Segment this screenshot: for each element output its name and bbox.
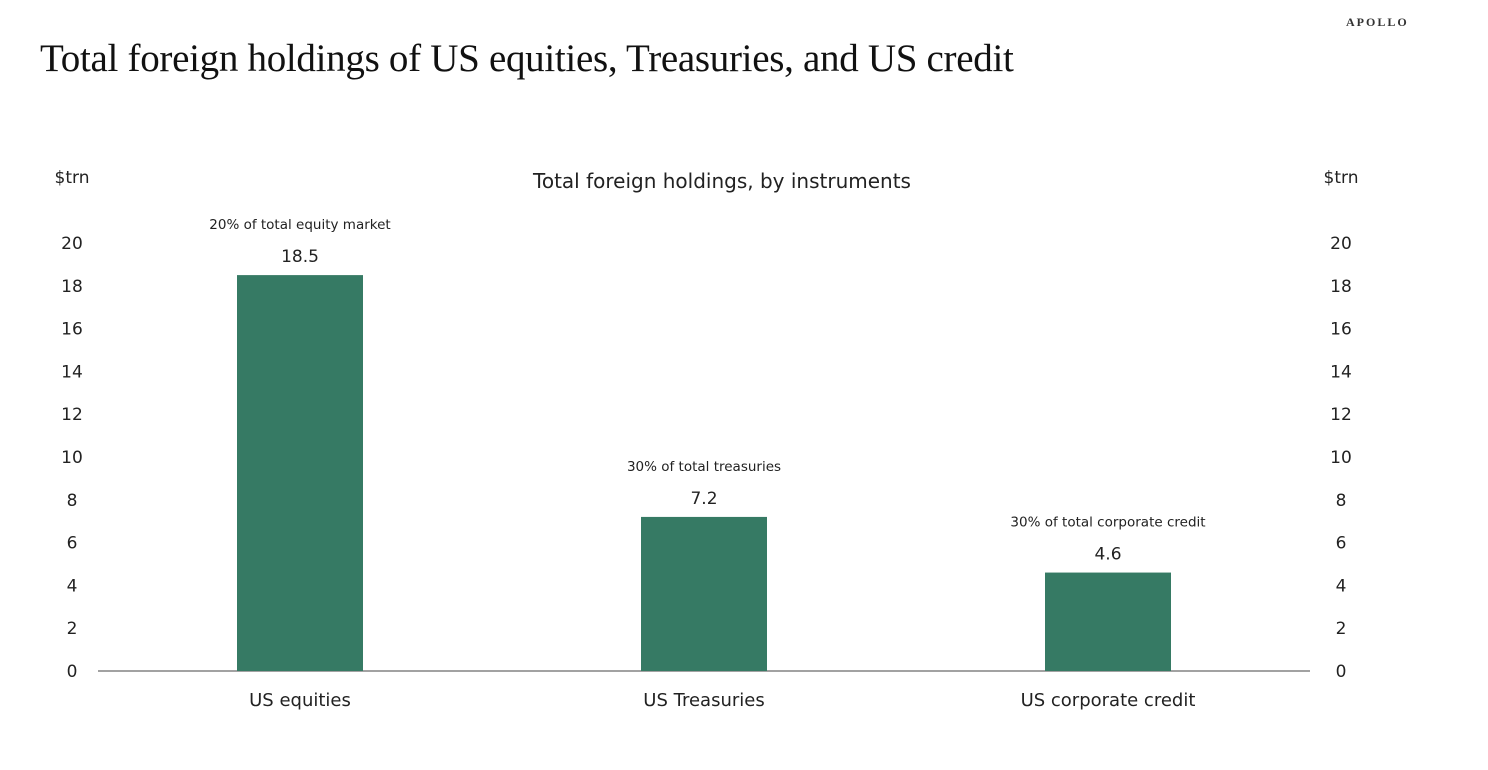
data-label: 18.5 (281, 247, 319, 267)
y-tick-right: 8 (1336, 491, 1347, 511)
y-tick-left: 14 (61, 362, 83, 382)
x-tick-label: US Treasuries (643, 690, 764, 711)
y-tick-left: 0 (67, 662, 78, 682)
bar-annotation: 20% of total equity market (209, 217, 390, 233)
y-tick-right: 16 (1330, 320, 1352, 340)
data-label: 4.6 (1094, 545, 1121, 565)
y-tick-right: 10 (1330, 448, 1352, 468)
data-label: 7.2 (690, 489, 717, 509)
page-title: Total foreign holdings of US equities, T… (40, 37, 1014, 80)
bar (641, 516, 767, 671)
y-axis-label-left: $trn (55, 168, 90, 188)
bar-annotation: 30% of total corporate credit (1010, 515, 1205, 531)
x-tick-label: US equities (249, 690, 351, 711)
y-tick-left: 20 (61, 234, 83, 254)
y-tick-left: 6 (67, 534, 78, 554)
x-tick-label: US corporate credit (1021, 690, 1196, 711)
y-tick-right: 4 (1336, 576, 1347, 596)
y-tick-left: 12 (61, 405, 83, 425)
y-tick-right: 14 (1330, 362, 1352, 382)
y-tick-left: 4 (67, 576, 78, 596)
bar (237, 275, 363, 671)
y-axis-label-right: $trn (1324, 168, 1359, 188)
chart-title: Total foreign holdings, by instruments (532, 169, 911, 193)
y-tick-right: 12 (1330, 405, 1352, 425)
y-tick-left: 2 (67, 619, 78, 639)
bar-annotation: 30% of total treasuries (627, 459, 781, 475)
y-tick-right: 6 (1336, 534, 1347, 554)
y-tick-left: 10 (61, 448, 83, 468)
y-tick-left: 16 (61, 320, 83, 340)
y-tick-left: 18 (61, 277, 83, 297)
y-tick-right: 2 (1336, 619, 1347, 639)
y-tick-left: 8 (67, 491, 78, 511)
y-tick-right: 20 (1330, 234, 1352, 254)
apollo-logo: APOLLO (1346, 15, 1409, 29)
y-tick-right: 18 (1330, 277, 1352, 297)
bar (1045, 572, 1171, 671)
y-tick-right: 0 (1336, 662, 1347, 682)
